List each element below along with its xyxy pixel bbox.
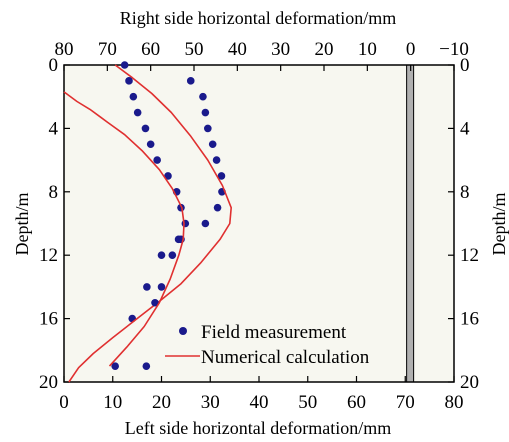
top-tick-label: 50	[185, 39, 204, 60]
left-tick-label: 20	[39, 372, 58, 393]
measurement-point-left	[217, 172, 226, 180]
measurement-point-right	[141, 124, 150, 133]
measurement-point-right	[146, 140, 155, 149]
measurement-point-right	[153, 156, 161, 164]
measurement-point-right	[168, 251, 177, 259]
measurement-point-right	[125, 77, 133, 85]
bottom-tick-label: 60	[347, 392, 366, 413]
measurement-point-left	[143, 283, 151, 291]
top-tick-label: 80	[55, 39, 74, 60]
measurement-point-right	[129, 92, 138, 101]
bottom-tick-label: 10	[103, 392, 122, 413]
measurement-point-right	[164, 172, 172, 180]
top-tick-label: 30	[271, 39, 290, 60]
top-tick-label: −10	[439, 39, 469, 60]
left-tick-label: 0	[49, 55, 59, 76]
right-tick-label: 16	[460, 309, 479, 330]
legend-measurement-marker	[179, 327, 187, 335]
bottom-tick-label: 40	[250, 392, 269, 413]
legend: Field measurement Numerical calculation	[165, 322, 370, 368]
bottom-tick-label: 70	[396, 392, 415, 413]
right-tick-label: 0	[460, 55, 470, 76]
retaining-wall	[406, 64, 415, 383]
top-tick-label: 40	[228, 39, 247, 60]
measurement-point-left	[201, 108, 210, 117]
right-tick-label: 4	[460, 118, 470, 139]
calculation-line-right	[63, 91, 185, 367]
measurement-point-right	[157, 283, 166, 291]
measurement-point-right	[142, 362, 151, 370]
measurement-point-left	[204, 124, 212, 133]
legend-measurement-label: Field measurement	[201, 322, 347, 343]
right-axis-title: Depth/m	[489, 193, 509, 256]
left-axis-title: Depth/m	[12, 193, 32, 256]
top-tick-label: 70	[98, 39, 117, 60]
bottom-tick-label: 20	[152, 392, 171, 413]
measurement-point-left	[111, 362, 119, 370]
measurement-point-right	[151, 298, 159, 307]
bottom-axis-title: Left side horizontal deformation/mm	[125, 418, 391, 438]
measurement-point-left	[201, 219, 210, 228]
measurement-point-left	[186, 77, 195, 85]
left-tick-label: 12	[39, 245, 58, 266]
bottom-tick-label: 50	[298, 392, 317, 413]
measurement-point-left	[212, 156, 221, 164]
legend-calculation-label: Numerical calculation	[201, 347, 370, 368]
calculation-line-left	[68, 64, 232, 383]
right-tick-label: 20	[460, 372, 479, 393]
measurement-point-right	[181, 219, 190, 228]
right-tick-label: 12	[460, 245, 479, 266]
left-tick-label: 4	[49, 118, 59, 139]
top-tick-label: 60	[141, 39, 160, 60]
top-tick-label: 0	[406, 39, 416, 60]
measurement-point-left	[213, 203, 222, 212]
right-tick-label: 8	[460, 182, 470, 203]
measurement-point-left	[157, 251, 166, 259]
measurement-point-left	[199, 92, 207, 101]
left-tick-label: 8	[49, 182, 59, 203]
left-tick-label: 16	[39, 309, 58, 330]
measurement-point-left	[208, 140, 217, 149]
measurement-point-right	[120, 61, 129, 69]
measurement-point-right	[133, 108, 142, 117]
top-axis-title: Right side horizontal deformation/mm	[120, 8, 396, 28]
bottom-tick-label: 30	[201, 392, 220, 413]
plot-area	[64, 65, 454, 382]
bottom-tick-label: 0	[59, 392, 69, 413]
bottom-tick-label: 80	[445, 392, 464, 413]
top-tick-label: 20	[315, 39, 334, 60]
top-tick-label: 10	[358, 39, 377, 60]
